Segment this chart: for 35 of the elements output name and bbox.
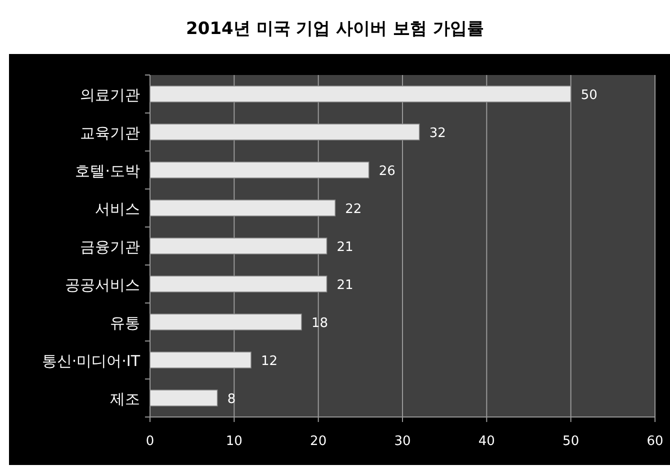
data-label: 18 [312, 316, 328, 331]
y-tick-label: 통신·미디어·IT [42, 352, 141, 370]
x-tick-label: 0 [146, 434, 154, 449]
x-tick-label: 50 [562, 434, 580, 449]
x-tick-label: 20 [310, 434, 327, 449]
x-tick-label: 60 [646, 434, 664, 449]
bar [150, 200, 336, 216]
data-label: 50 [580, 88, 598, 103]
bar [150, 390, 218, 406]
bar [150, 314, 302, 330]
chart-title: 2014년 미국 기업 사이버 보험 가입률 [186, 19, 484, 39]
y-tick-label: 서비스 [95, 200, 140, 218]
data-label: 22 [345, 202, 362, 217]
y-tick-label: 호텔·도박 [75, 162, 140, 180]
y-tick-label: 제조 [110, 390, 140, 408]
data-label: 21 [336, 240, 354, 255]
y-tick-label: 공공서비스 [65, 276, 140, 294]
x-tick-label: 40 [478, 434, 495, 449]
x-tick-label: 10 [226, 434, 242, 449]
data-label: 32 [429, 126, 446, 141]
bar [150, 124, 420, 140]
y-tick-label: 의료기관 [80, 86, 140, 104]
bar [150, 352, 252, 368]
y-tick-label: 금융기관 [80, 238, 140, 256]
data-label: 12 [261, 354, 278, 369]
y-tick-label: 교육기관 [80, 124, 140, 142]
x-tick-label: 30 [394, 434, 411, 449]
data-label: 8 [227, 392, 236, 407]
data-label: 21 [336, 278, 354, 293]
y-tick-label: 유통 [110, 314, 140, 332]
data-label: 26 [378, 164, 396, 179]
bar [150, 162, 370, 178]
bar [150, 86, 572, 102]
bar [150, 276, 328, 292]
bar [150, 238, 328, 254]
